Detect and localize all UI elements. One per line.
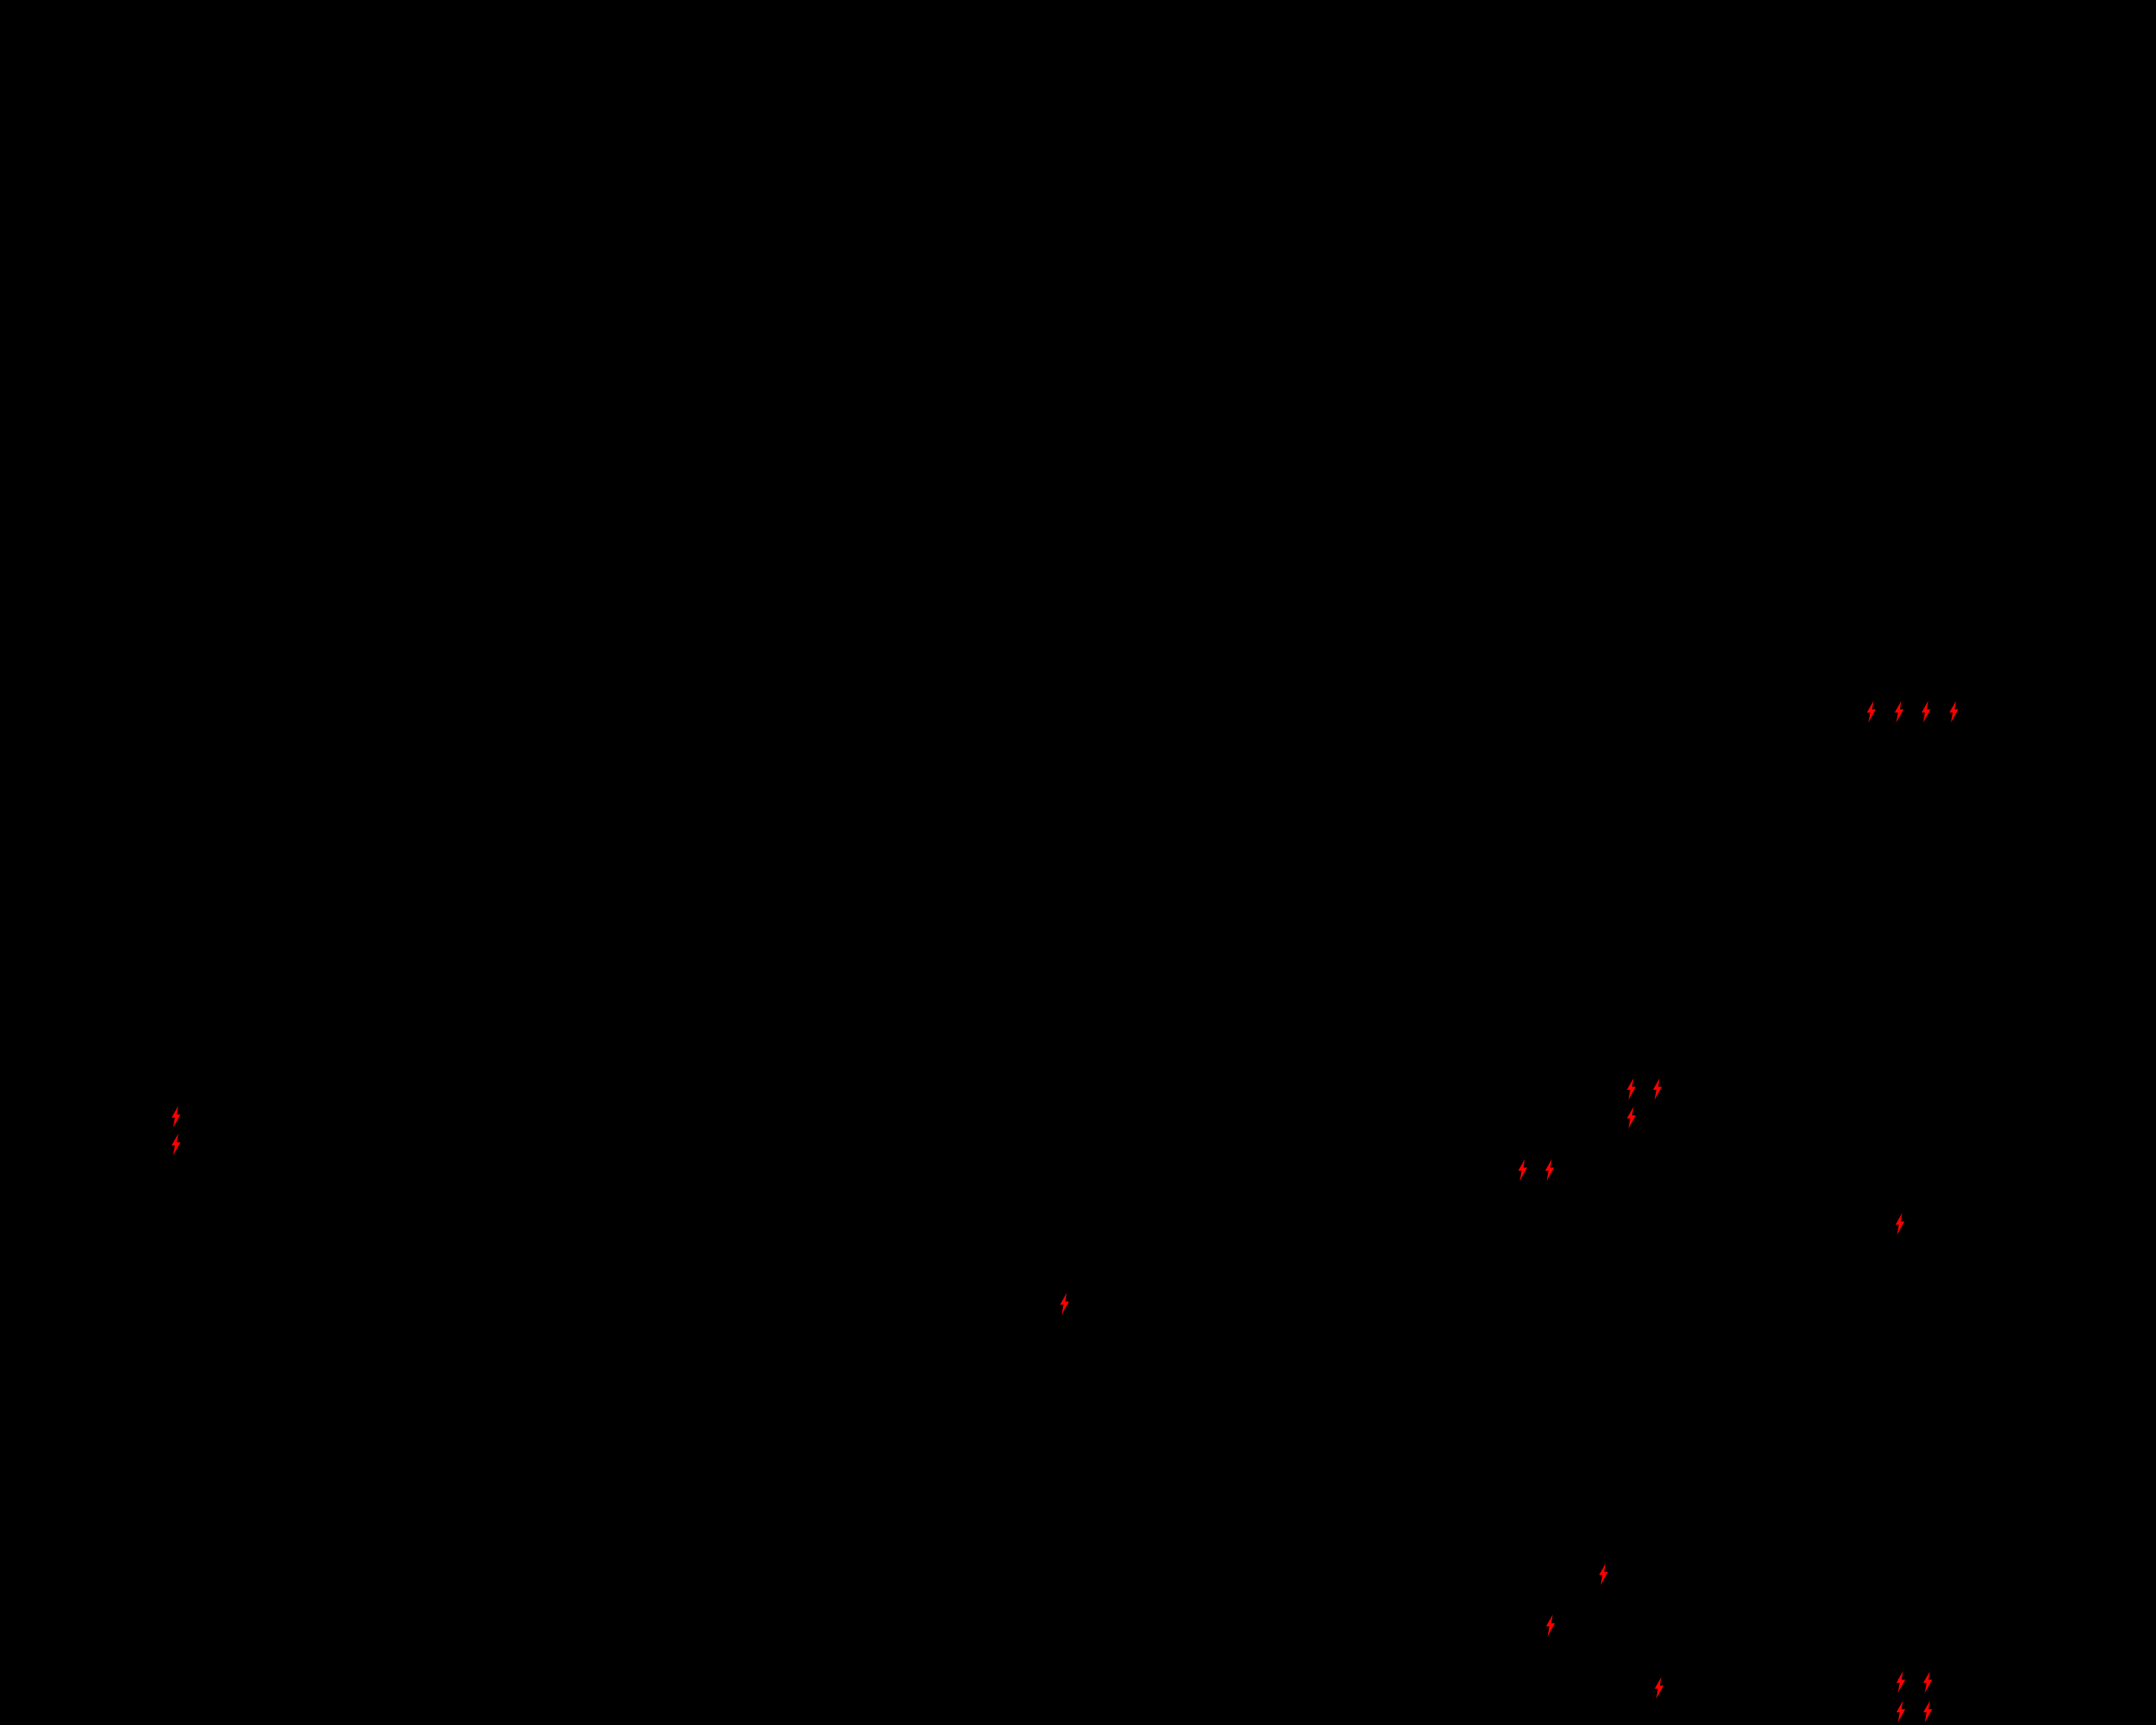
lightning-bolt-icon[interactable] [1625,1078,1637,1100]
lightning-bolt-icon[interactable] [1893,701,1905,723]
lightning-bolt-icon[interactable] [1652,1078,1663,1100]
lightning-bolt-icon[interactable] [170,1106,182,1128]
lightning-bolt-icon[interactable] [1920,701,1932,723]
lightning-bolt-icon[interactable] [1895,1671,1907,1693]
lightning-bolt-icon[interactable] [1865,701,1877,723]
lightning-bolt-icon[interactable] [1544,1159,1556,1181]
lightning-bolt-icon[interactable] [1059,1293,1070,1315]
lightning-bolt-icon[interactable] [1948,701,1960,723]
lightning-bolt-icon[interactable] [1653,1677,1665,1699]
lightning-bolt-icon[interactable] [1517,1159,1529,1181]
lightning-bolt-icon[interactable] [1545,1615,1556,1637]
lightning-bolt-icon[interactable] [1625,1107,1637,1129]
lightning-bolt-icon[interactable] [1922,1671,1934,1693]
lightning-bolt-icon[interactable] [1598,1563,1609,1585]
lightning-bolt-icon[interactable] [1922,1701,1934,1722]
lightning-bolt-icon[interactable] [170,1134,182,1156]
lightning-bolt-icon[interactable] [1894,1213,1906,1235]
lightning-bolt-icon[interactable] [1895,1701,1907,1722]
